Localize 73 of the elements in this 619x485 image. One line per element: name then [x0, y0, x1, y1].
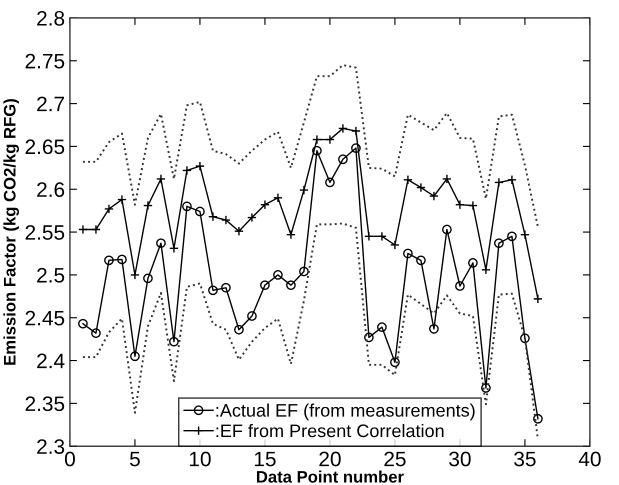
point [416, 182, 426, 192]
y-tick-label: 2.8 [37, 10, 64, 26]
y-tick-label: 2.4 [37, 354, 64, 368]
point [195, 206, 205, 216]
point [130, 351, 140, 362]
x-tick-label: 5 [130, 452, 140, 466]
y-axis-title: Emission Factor (kg CO2/kg RFG) [3, 99, 19, 365]
point [377, 322, 387, 332]
y-tick-label: 2.65 [26, 139, 64, 154]
x-tick-label: 30 [449, 452, 471, 466]
point [299, 266, 309, 276]
y-tick-label: 2.55 [26, 225, 64, 240]
point [273, 270, 283, 280]
point [247, 212, 257, 222]
y-tick-label: 2.7 [37, 96, 64, 112]
point [247, 311, 257, 321]
point [156, 238, 166, 248]
point [533, 414, 543, 424]
point [390, 357, 400, 368]
y-tick-label: 2.35 [26, 396, 64, 412]
point [117, 194, 127, 204]
point [143, 200, 153, 210]
x-tick-label: 15 [254, 452, 276, 466]
point [364, 332, 374, 342]
point [325, 178, 335, 188]
point [182, 202, 192, 212]
legend-label: :EF from Present Correlation [216, 424, 444, 438]
point [481, 383, 491, 393]
point [91, 328, 101, 338]
y-tick-label: 2.75 [26, 54, 64, 69]
point [520, 333, 530, 344]
point [403, 248, 413, 258]
point [104, 204, 114, 214]
y-tick-label: 2.5 [37, 268, 64, 283]
point [78, 318, 88, 329]
x-tick-label: 20 [319, 452, 341, 466]
x-tick-label: 10 [190, 452, 211, 466]
point [351, 143, 361, 153]
point [533, 294, 543, 304]
x-tick-label: 40 [578, 452, 601, 466]
y-tick-label: 2.45 [26, 310, 64, 326]
point [338, 124, 348, 134]
x-tick-label: 0 [64, 452, 75, 466]
point [429, 191, 439, 201]
point [390, 240, 400, 250]
x-tick-label: 35 [514, 452, 536, 466]
point [169, 336, 179, 347]
point [312, 146, 322, 156]
point [468, 258, 478, 268]
point [143, 273, 153, 284]
point [429, 324, 439, 334]
legend-label: :Actual EF (from measurements) [216, 404, 475, 420]
point [455, 281, 465, 291]
point [221, 215, 231, 225]
point [494, 238, 504, 248]
point [338, 154, 348, 164]
y-tick-label: 2.6 [37, 182, 64, 197]
point [442, 224, 452, 234]
point [286, 280, 296, 290]
x-tick-label: 25 [384, 452, 406, 466]
point [104, 255, 114, 266]
point [234, 324, 244, 335]
point [507, 231, 517, 242]
point [416, 255, 426, 266]
point [442, 174, 452, 184]
x-axis-title: Data Point number [256, 470, 404, 483]
point [208, 285, 218, 296]
line-series [82, 64, 539, 228]
point [156, 174, 166, 184]
point [221, 282, 231, 293]
point [117, 254, 127, 264]
point [260, 280, 270, 290]
y-tick-label: 2.3 [37, 439, 64, 454]
